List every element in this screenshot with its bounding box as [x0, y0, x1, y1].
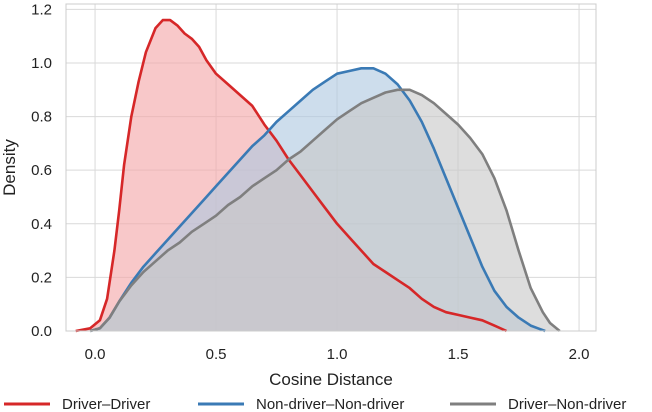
x-tick-label: 1.0 [327, 346, 348, 363]
series-line-0 [75, 18, 508, 333]
x-tick-label: 0.0 [85, 346, 106, 363]
y-tick-label: 1.0 [31, 55, 52, 72]
y-tick-label: 0.6 [31, 162, 52, 179]
plot-frame [65, 3, 597, 332]
y-tick-label: 0.2 [31, 269, 52, 286]
x-tick-label: 2.0 [569, 346, 590, 363]
density-lines [75, 18, 561, 333]
series-line-1 [89, 67, 546, 333]
density-areas [75, 20, 560, 332]
x-axis-label: Cosine Distance [269, 370, 393, 389]
y-tick-label: 0.0 [31, 323, 52, 340]
series-area-2 [90, 89, 560, 331]
x-tick-labels: 0.0 0.5 1.0 1.5 2.0 [85, 346, 590, 363]
legend-label: Non-driver–Non-driver [256, 396, 404, 412]
y-tick-label: 1.2 [31, 1, 52, 18]
y-tick-labels: 0.0 0.2 0.4 0.6 0.8 1.0 1.2 [31, 1, 52, 340]
series-line-2 [89, 88, 561, 333]
y-tick-label: 0.8 [31, 109, 52, 126]
legend: Driver–Driver Non-driver–Non-driver Driver… [4, 396, 626, 412]
legend-label: Driver–Driver [62, 396, 150, 412]
y-tick-label: 0.4 [31, 216, 52, 233]
x-tick-label: 1.5 [448, 346, 469, 363]
y-axis-label: Density [0, 139, 19, 196]
x-tick-label: 0.5 [206, 346, 227, 363]
legend-label: Driver–Non-driver [508, 396, 626, 412]
